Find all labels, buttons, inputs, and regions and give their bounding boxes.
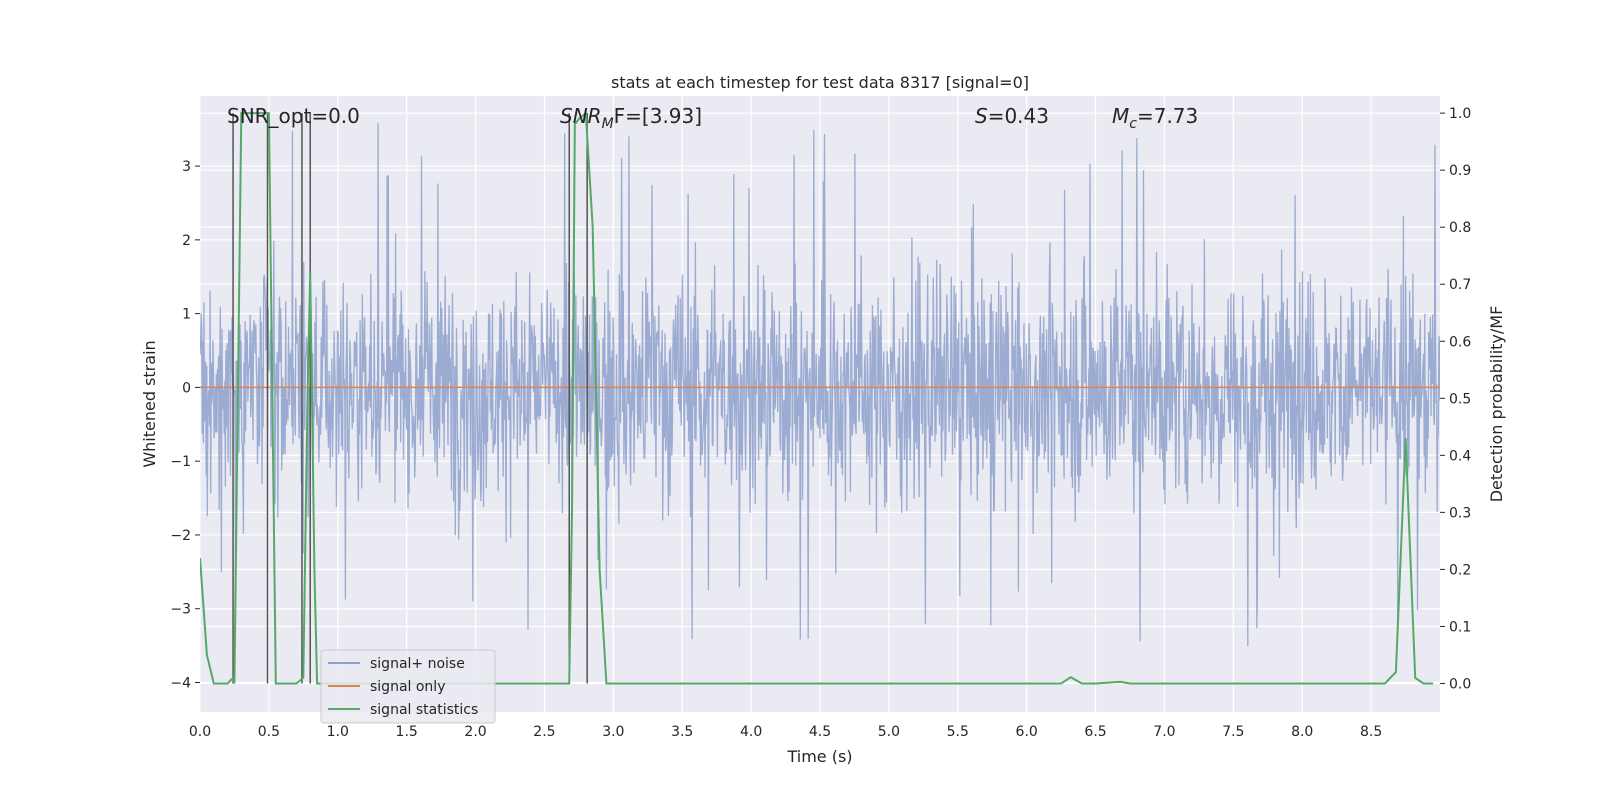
x-tick-label: 8.5: [1360, 724, 1382, 740]
y-right-tick-label: 0.0: [1449, 676, 1471, 692]
x-tick-label: 4.0: [740, 724, 762, 740]
x-tick-label: 0.0: [189, 724, 211, 740]
y-right-axis-label: Detection probability/MF: [1487, 306, 1506, 503]
y-right-tick-label: 0.1: [1449, 619, 1471, 635]
snr-mf-symbol: SNR: [560, 104, 602, 128]
legend-label-stats: signal statistics: [370, 702, 478, 718]
noise-line: [200, 123, 1440, 647]
legend: signal+ noise signal only signal statist…: [320, 649, 496, 724]
y-right-tick-label: 0.5: [1449, 391, 1471, 407]
y-tick-label: −2: [170, 528, 191, 544]
snr-mf-value: F=[3.93]: [614, 104, 702, 128]
legend-box: [320, 649, 496, 724]
x-tick-label: 2.5: [533, 724, 555, 740]
y-tick-label: 0: [182, 380, 191, 396]
x-tick-label: 0.5: [258, 724, 280, 740]
mc-value: =7.73: [1137, 104, 1198, 128]
x-tick-label: 2.0: [464, 724, 486, 740]
y-right-tick-label: 0.2: [1449, 562, 1471, 578]
y-right-tick-label: 0.6: [1449, 334, 1471, 350]
mc-symbol: M: [1112, 104, 1129, 128]
signal-statistics-line: [200, 111, 1434, 685]
y-tick-label: −1: [170, 454, 191, 470]
x-tick-label: 3.0: [602, 724, 624, 740]
y-right-tick-label: 0.4: [1449, 448, 1471, 464]
x-tick-label: 6.5: [1084, 724, 1106, 740]
annotation-s: S=0.43: [975, 104, 1049, 128]
x-tick-label: 8.0: [1291, 724, 1313, 740]
annotation-mc: Mc=7.73: [1112, 104, 1198, 132]
y-axis-ticks: 3 2 1 0 −1 −2 −3 −4: [170, 159, 200, 691]
annotation-snr-opt: SNR_opt=0.0: [227, 104, 360, 128]
y-right-axis-ticks: 1.0 0.9 0.8 0.7 0.6 0.5 0.4 0.3 0.2 0.1 0.0: [1440, 106, 1471, 692]
x-tick-label: 5.0: [878, 724, 900, 740]
y-right-tick-label: 0.3: [1449, 505, 1471, 521]
annotation-snr-mf: SNRMF=[3.93]: [560, 104, 702, 132]
y-right-tick-label: 0.8: [1449, 220, 1471, 236]
x-tick-label: 1.0: [327, 724, 349, 740]
signal-statistics-series: [200, 111, 1434, 685]
y-axis-label: Whitened strain: [140, 340, 159, 467]
y-tick-label: 1: [182, 307, 191, 323]
x-tick-label: 4.5: [809, 724, 831, 740]
legend-label-noise: signal+ noise: [370, 656, 465, 672]
y-tick-label: 3: [182, 159, 191, 175]
noise-series: [200, 123, 1440, 647]
x-tick-label: 1.5: [396, 724, 418, 740]
y-right-tick-label: 0.7: [1449, 277, 1471, 293]
x-tick-label: 3.5: [671, 724, 693, 740]
y-tick-label: 2: [182, 233, 191, 249]
x-axis-label: Time (s): [786, 747, 852, 766]
s-value: =0.43: [988, 104, 1049, 128]
x-tick-label: 7.5: [1222, 724, 1244, 740]
y-tick-label: −4: [170, 675, 191, 691]
s-symbol: S: [975, 104, 988, 128]
y-tick-label: −3: [170, 602, 191, 618]
legend-label-signal: signal only: [370, 679, 445, 695]
y-right-tick-label: 1.0: [1449, 106, 1471, 122]
vertical-markers: [232, 113, 588, 684]
y-right-tick-label: 0.9: [1449, 163, 1471, 179]
chart-title: stats at each timestep for test data 831…: [611, 73, 1029, 92]
x-tick-label: 5.5: [947, 724, 969, 740]
mc-subscript: c: [1129, 116, 1137, 132]
x-tick-label: 6.0: [1016, 724, 1038, 740]
snr-mf-subscript: M: [602, 116, 614, 132]
x-tick-label: 7.0: [1153, 724, 1175, 740]
x-axis-ticks: 0.0 0.5 1.0 1.5 2.0 2.5 3.0 3.5 4.0 4.5 5.0 5.5 6.0 6…: [189, 724, 1382, 740]
